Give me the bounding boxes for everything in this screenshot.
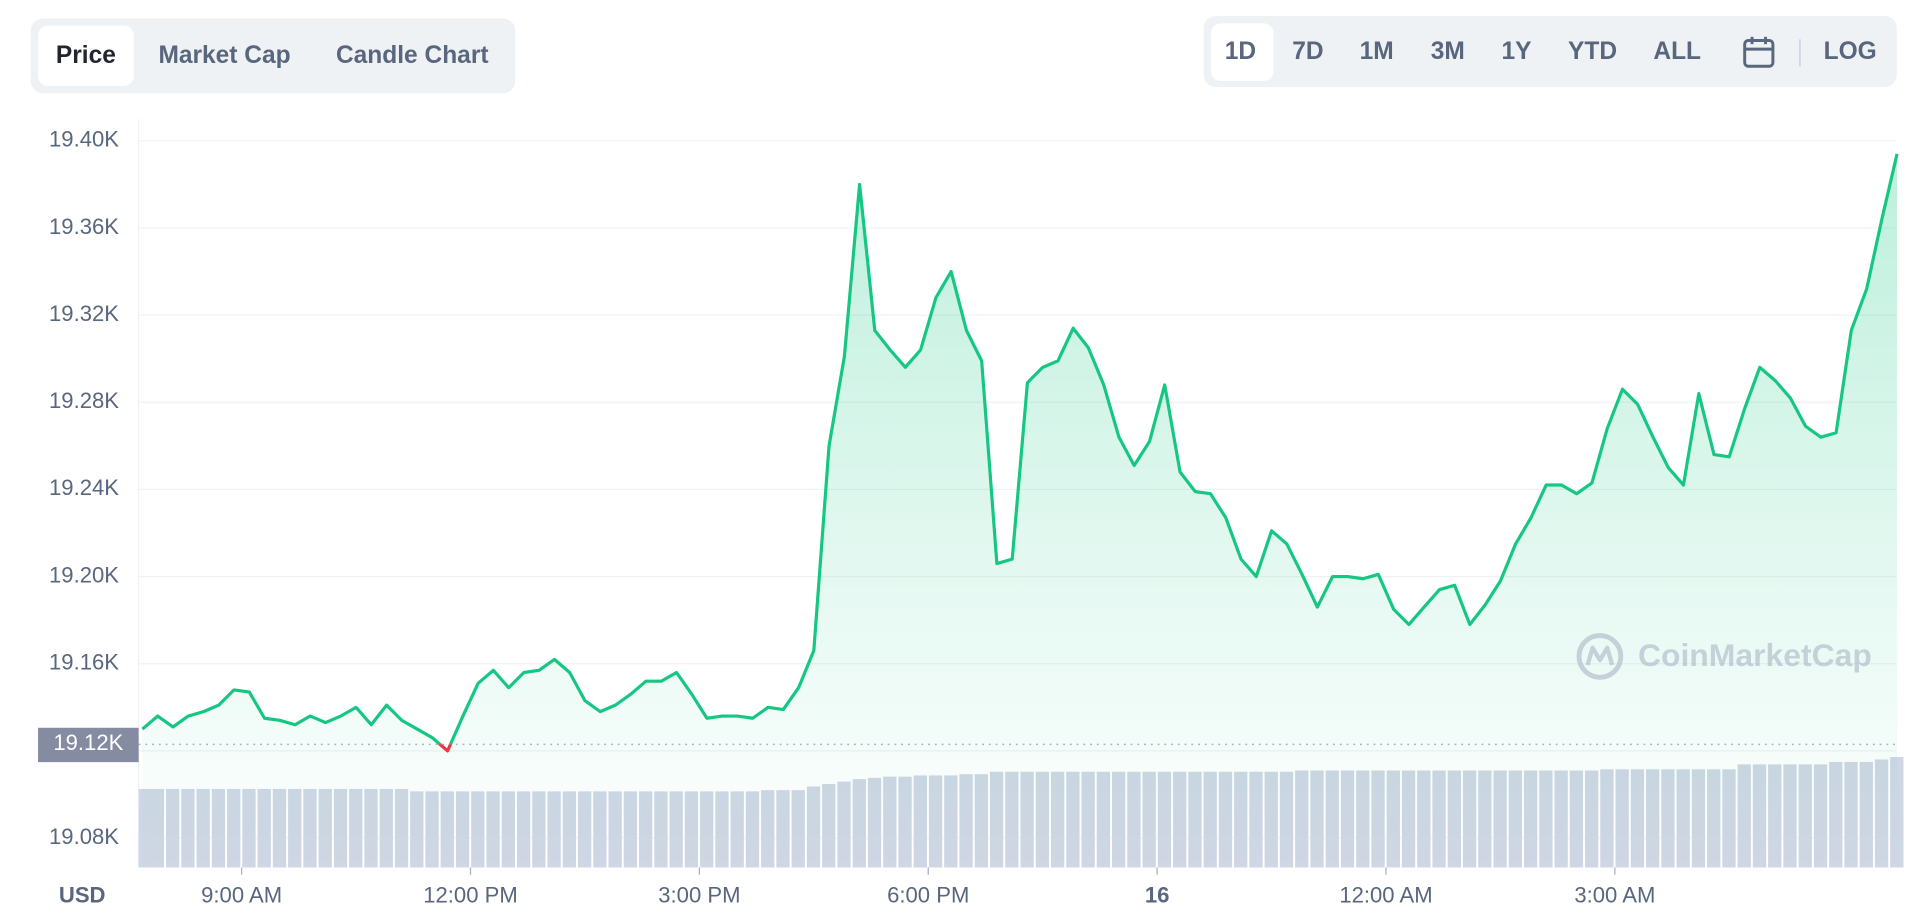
- watermark: CoinMarketCap: [1576, 633, 1872, 680]
- range-button[interactable]: ALL: [1653, 38, 1701, 65]
- active-range-bg: [1210, 23, 1274, 81]
- y-tick-label: 19.16K: [49, 650, 119, 675]
- y-tick-label: 19.24K: [49, 475, 119, 500]
- x-tick-label: 3:00 AM: [1574, 883, 1655, 908]
- y-tick-label: 19.32K: [49, 301, 119, 326]
- reference-label-bg: [38, 727, 139, 763]
- x-tick-label: 12:00 AM: [1339, 883, 1432, 908]
- range-button[interactable]: 3M: [1431, 38, 1465, 65]
- x-tick-label: 16: [1145, 883, 1170, 908]
- price-area: [142, 153, 1898, 868]
- x-tick-label: 6:00 PM: [887, 883, 969, 908]
- range-button[interactable]: 1M: [1360, 38, 1394, 65]
- y-tick-label: 19.20K: [49, 562, 119, 587]
- watermark-text: CoinMarketCap: [1638, 637, 1872, 673]
- range-button[interactable]: 1D: [1225, 38, 1256, 65]
- range-button[interactable]: 7D: [1292, 38, 1323, 65]
- range-button[interactable]: YTD: [1568, 38, 1617, 65]
- price-line: [141, 153, 1899, 745]
- x-tick-label: 3:00 PM: [658, 883, 740, 908]
- y-tick-label: 19.40K: [49, 127, 119, 152]
- tab[interactable]: Candle Chart: [336, 42, 489, 69]
- x-tick-label: 12:00 PM: [423, 883, 518, 908]
- range-bar: [1203, 15, 1897, 88]
- x-tick-label: 9:00 AM: [201, 883, 282, 908]
- tab-bar: [30, 18, 516, 94]
- tab[interactable]: Market Cap: [158, 42, 290, 69]
- y-tick-label: 19.28K: [49, 388, 119, 413]
- y-tick-label: 19.08K: [49, 824, 119, 849]
- active-tab-bg: [38, 25, 134, 86]
- log-button[interactable]: LOG: [1824, 38, 1877, 65]
- calendar-button[interactable]: [1743, 36, 1775, 68]
- currency-label: USD: [59, 883, 106, 908]
- reference-label: 19.12K: [53, 730, 123, 755]
- tab[interactable]: Price: [56, 42, 116, 69]
- y-tick-label: 19.36K: [49, 214, 119, 239]
- range-button[interactable]: 1Y: [1501, 38, 1531, 65]
